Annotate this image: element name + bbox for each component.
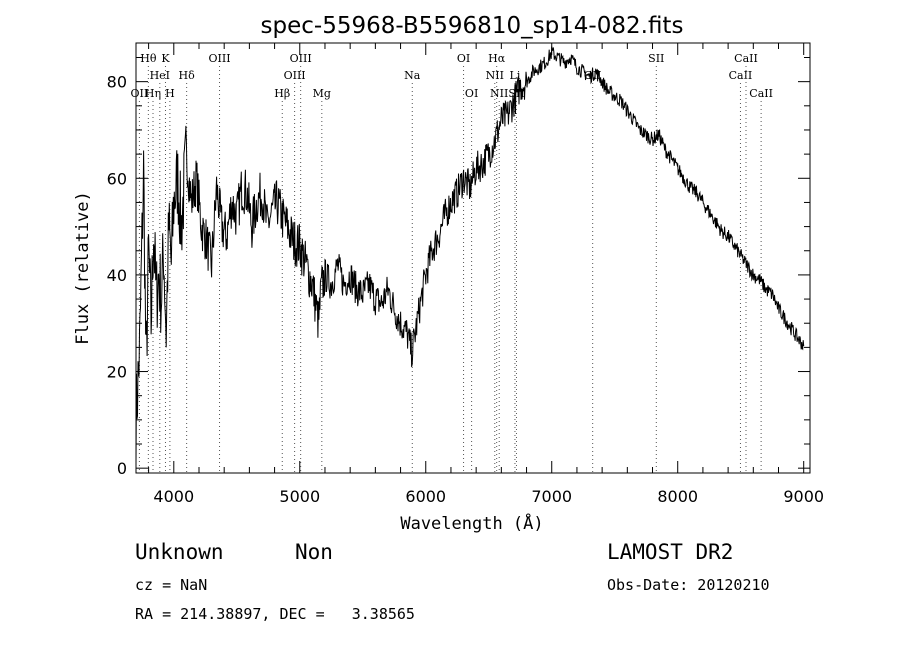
line-label-21: SII <box>648 52 664 65</box>
x-tick-label-4: 8000 <box>657 487 698 506</box>
line-label-8: Hβ <box>274 87 290 100</box>
y-tick-label-2: 40 <box>107 266 127 285</box>
spectral-line-markers: OII Hθ Hη HeI K H Hδ OIII Hβ OIII OIII Mg Na OI OI NII H… <box>131 52 773 473</box>
line-label-24: CaII <box>749 87 773 100</box>
axis-ticks: 4000 5000 6000 7000 8000 9000 0 20 40 60 80 <box>107 43 824 506</box>
line-label-15: NII <box>486 69 504 82</box>
y-axis-label: Flux (relative) <box>73 191 93 345</box>
line-label-7: OIII <box>208 52 230 65</box>
y-tick-label-0: 0 <box>117 459 127 478</box>
x-tick-label-3: 7000 <box>531 487 572 506</box>
line-label-11: Mg <box>313 87 331 100</box>
y-tick-label-3: 60 <box>107 169 127 188</box>
line-label-22: CaII <box>729 69 753 82</box>
coordinates-readout: RA = 214.38897, DEC = 3.38565 <box>135 605 415 623</box>
line-label-14: OI <box>465 87 478 100</box>
x-tick-label-5: 9000 <box>783 487 824 506</box>
line-label-13: OI <box>457 52 470 65</box>
x-tick-label-2: 6000 <box>405 487 446 506</box>
line-label-2: Hη <box>145 87 161 100</box>
chart-title: spec-55968-B5596810_sp14-082.fits <box>261 13 684 39</box>
plot-frame <box>135 42 811 474</box>
line-label-18: Li <box>510 69 521 82</box>
line-label-4: K <box>161 52 170 65</box>
line-label-16: Hα <box>488 52 506 65</box>
line-label-23: CaII <box>734 52 758 65</box>
x-axis-label: Wavelength (Å) <box>400 512 543 534</box>
survey-name: LAMOST DR2 <box>607 540 734 564</box>
line-label-3: HeI <box>150 69 170 82</box>
line-label-5: H <box>165 87 175 100</box>
x-tick-label-0: 4000 <box>153 487 194 506</box>
object-subclass: Non <box>295 540 333 564</box>
line-label-12: Na <box>404 69 421 82</box>
line-label-1: Hθ <box>140 52 157 65</box>
observation-date: Obs-Date: 20120210 <box>607 576 770 594</box>
y-tick-label-4: 80 <box>107 73 127 92</box>
line-label-10: OIII <box>290 52 312 65</box>
redshift-readout: cz = NaN <box>135 576 208 594</box>
line-label-6: Hδ <box>179 69 196 82</box>
line-label-9: OIII <box>284 69 306 82</box>
y-tick-label-1: 20 <box>107 363 127 382</box>
line-label-0: OII <box>131 87 149 100</box>
x-tick-label-1: 5000 <box>279 487 320 506</box>
spectrum-line <box>135 46 805 464</box>
line-label-17: NII <box>490 87 508 100</box>
object-class: Unknown <box>135 540 224 564</box>
